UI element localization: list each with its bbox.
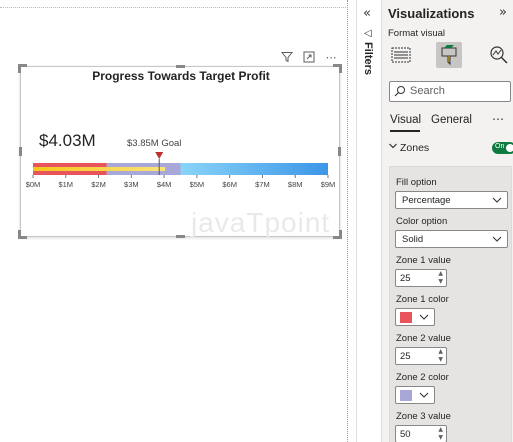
chevron-down-icon [388,141,398,154]
bullet-chart-visual[interactable]: Progress Towards Target Profit $4.03M $3… [18,64,342,239]
zone3-value-stepper[interactable]: 50 ▲ ▼ [395,425,447,442]
zone2-color-picker[interactable] [395,386,435,404]
collapse-filters-icon[interactable]: « [363,6,371,21]
fill-option-label: Fill option [396,177,437,188]
tab-visual-underline [390,130,420,132]
tick-label: $6M [222,180,237,189]
zone-band-3 [180,163,328,175]
toggle-on-label: On [495,143,505,150]
goal-label: $3.85M Goal [127,138,182,149]
tick-label: $1M [58,180,73,189]
zone1-color-swatch [400,312,412,323]
zone1-value-label: Zone 1 value [396,255,451,266]
search-input[interactable]: Search [389,81,511,102]
color-option-value: Solid [402,234,424,245]
analytics-magnifier-icon [490,46,508,64]
color-option-label: Color option [396,216,448,227]
resize-handle-top-right[interactable] [333,64,342,73]
filters-pane-label[interactable]: Filters [362,42,374,76]
zone2-value-label: Zone 2 value [396,333,451,344]
chevron-down-icon [492,193,502,210]
zone3-value: 50 [400,429,411,440]
chevron-down-icon [419,388,429,405]
build-visual-tab[interactable] [388,42,414,68]
format-brush-icon [441,45,457,66]
zone1-value-stepper[interactable]: 25 ▲ ▼ [395,269,447,287]
zones-settings-card: Fill option Percentage Color option Soli… [389,166,512,442]
tick-label: $0M [26,180,41,189]
chevron-down-icon [419,310,429,327]
zones-section-header[interactable]: Zones On [388,141,513,157]
chart-title: Progress Towards Target Profit [92,69,270,83]
tab-visual[interactable]: Visual [390,114,422,126]
canvas-top-border [0,0,348,8]
analytics-tab[interactable] [486,42,512,68]
tick-label: $3M [124,180,139,189]
format-visual-label: Format visual [388,28,446,39]
more-options-icon[interactable]: ⋯ [325,50,337,64]
focus-mode-icon[interactable] [303,51,315,63]
bullet-chart: $0M $1M $2M $3M $4M $5M $6M $7M $8M $9M [26,152,336,189]
toggle-knob [506,144,513,152]
resize-handle-bottom-right[interactable] [333,230,342,239]
viz-pane-tab-icons [388,42,512,72]
stepper-arrows-icon[interactable]: ▲ ▼ [438,426,443,441]
progress-bar [33,167,166,171]
color-option-dropdown[interactable]: Solid [395,230,508,248]
stepper-arrows-icon[interactable]: ▲ ▼ [438,348,443,363]
resize-handle-left[interactable] [19,147,22,156]
filters-funnel-icon: ◁ [364,28,372,39]
visual-header-toolbar: ⋯ [281,51,337,63]
tick-label: $8M [288,180,303,189]
report-canvas[interactable]: ⋯ Progress Towards Target Profit $4.03M … [0,0,348,442]
filters-pane-collapsed[interactable]: « ◁ Filters [356,0,381,442]
zone3-value-label: Zone 3 value [396,411,451,422]
goal-marker [155,152,164,159]
tick-label: $9M [321,180,336,189]
expand-pane-icon[interactable]: » [499,5,507,20]
chevron-down-icon [492,232,502,249]
zone2-color-swatch [400,390,412,401]
tick-label: $5M [190,180,205,189]
fill-option-value: Percentage [402,195,451,206]
resize-handle-top[interactable] [176,65,185,68]
zone2-value: 25 [400,351,411,362]
tab-general[interactable]: General [431,114,472,126]
zones-label: Zones [400,142,430,154]
zone1-value: 25 [400,273,411,284]
visualizations-title: Visualizations [388,6,475,21]
actual-value-label: $4.03M [39,131,96,150]
tick-label: $7M [255,180,270,189]
build-visual-icon [391,47,411,63]
resize-handle-bottom-left[interactable] [18,230,27,239]
zones-toggle[interactable]: On [492,142,513,154]
zone2-color-label: Zone 2 color [396,372,449,383]
watermark: javaTpoint [191,207,331,238]
resize-handle-right[interactable] [338,147,341,156]
resize-handle-bottom[interactable] [176,235,185,238]
format-visual-tab[interactable] [436,42,462,68]
filter-icon[interactable] [281,51,293,63]
fill-option-dropdown[interactable]: Percentage [395,191,508,209]
zone1-color-picker[interactable] [395,308,435,326]
more-options-button[interactable]: ⋯ [492,112,505,126]
zone2-value-stepper[interactable]: 25 ▲ ▼ [395,347,447,365]
zone1-color-label: Zone 1 color [396,294,449,305]
search-icon [394,85,406,100]
resize-handle-top-left[interactable] [18,64,27,73]
visualizations-pane: Visualizations » Format visual [381,0,513,442]
search-placeholder: Search [410,85,445,97]
tick-label: $2M [91,180,106,189]
tick-label: $4M [157,180,172,189]
stepper-arrows-icon[interactable]: ▲ ▼ [438,270,443,285]
